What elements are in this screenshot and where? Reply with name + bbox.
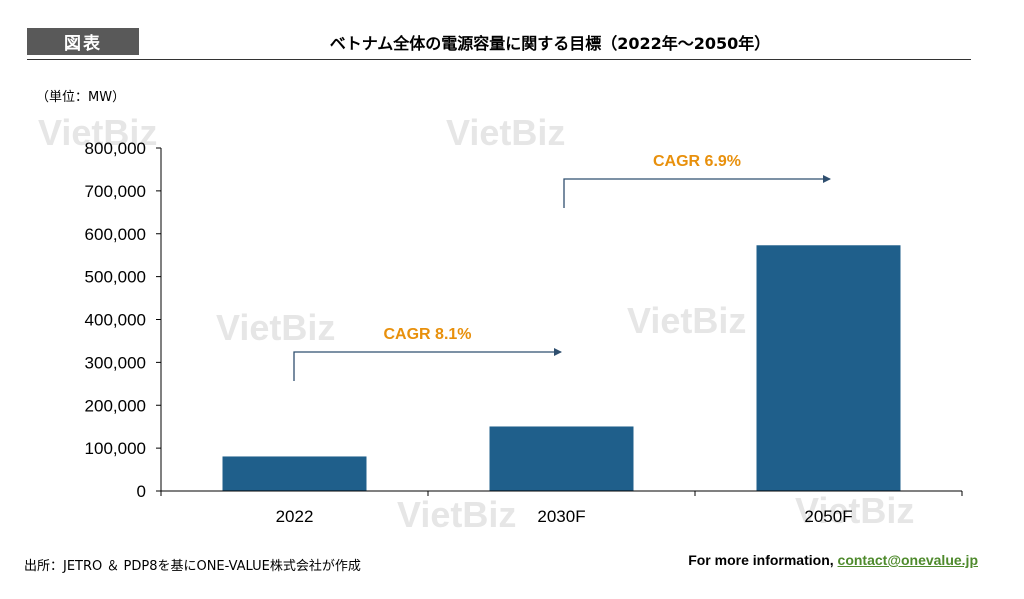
contact-email-link[interactable]: contact@onevalue.jp <box>837 552 978 568</box>
cagr-label: CAGR 8.1% <box>383 326 471 343</box>
y-tick-label: 500,000 <box>85 268 146 287</box>
bar-2022 <box>222 456 367 491</box>
watermark-text: VietBiz <box>795 490 914 531</box>
contact-info: For more information, contact@onevalue.j… <box>688 552 978 568</box>
watermark-layer: VietBiz VietBiz VietBiz VietBiz VietBiz VietB… <box>38 112 914 535</box>
info-prefix: For more information, <box>688 552 838 568</box>
y-tick-label: 600,000 <box>85 225 146 244</box>
y-tick-label: 800,000 <box>85 139 146 158</box>
source-note: 出所：JETRO ＆ PDP8を基にONE-VALUE株式会社が作成 <box>24 559 361 574</box>
y-tick-label: 300,000 <box>85 353 146 372</box>
bars-layer <box>222 245 901 491</box>
y-tick-label: 700,000 <box>85 182 146 201</box>
cagr-label: CAGR 6.9% <box>653 153 741 170</box>
title-divider <box>27 59 971 60</box>
y-tick-label: 200,000 <box>85 396 146 415</box>
x-tick-label: 2050F <box>804 507 852 526</box>
chart-title: ベトナム全体の電源容量に関する目標（2022年～2050年） <box>329 34 771 53</box>
y-tick-label: 400,000 <box>85 311 146 330</box>
watermark-text: VietBiz <box>627 300 746 341</box>
x-tick-label: 2030F <box>537 507 585 526</box>
axes-layer: 0 100,000 200,000 300,000 400,000 500,000 600,… <box>85 139 963 526</box>
bar-2030F <box>489 426 634 491</box>
figure-tag: 図表 <box>27 28 139 55</box>
y-tick-label: 0 <box>137 482 146 501</box>
watermark-text: VietBiz <box>397 494 516 535</box>
watermark-text: VietBiz <box>446 112 565 153</box>
unit-label: （単位：MW） <box>36 90 126 105</box>
bar-2050F <box>756 245 901 491</box>
x-tick-label: 2022 <box>276 507 314 526</box>
cagr-arrow <box>293 348 562 381</box>
y-tick-label: 100,000 <box>85 439 146 458</box>
annotations-layer: CAGR 8.1% CAGR 6.9% <box>293 153 831 381</box>
watermark-text: VietBiz <box>38 112 157 153</box>
cagr-arrow <box>563 175 831 208</box>
watermark-text: VietBiz <box>216 307 335 348</box>
